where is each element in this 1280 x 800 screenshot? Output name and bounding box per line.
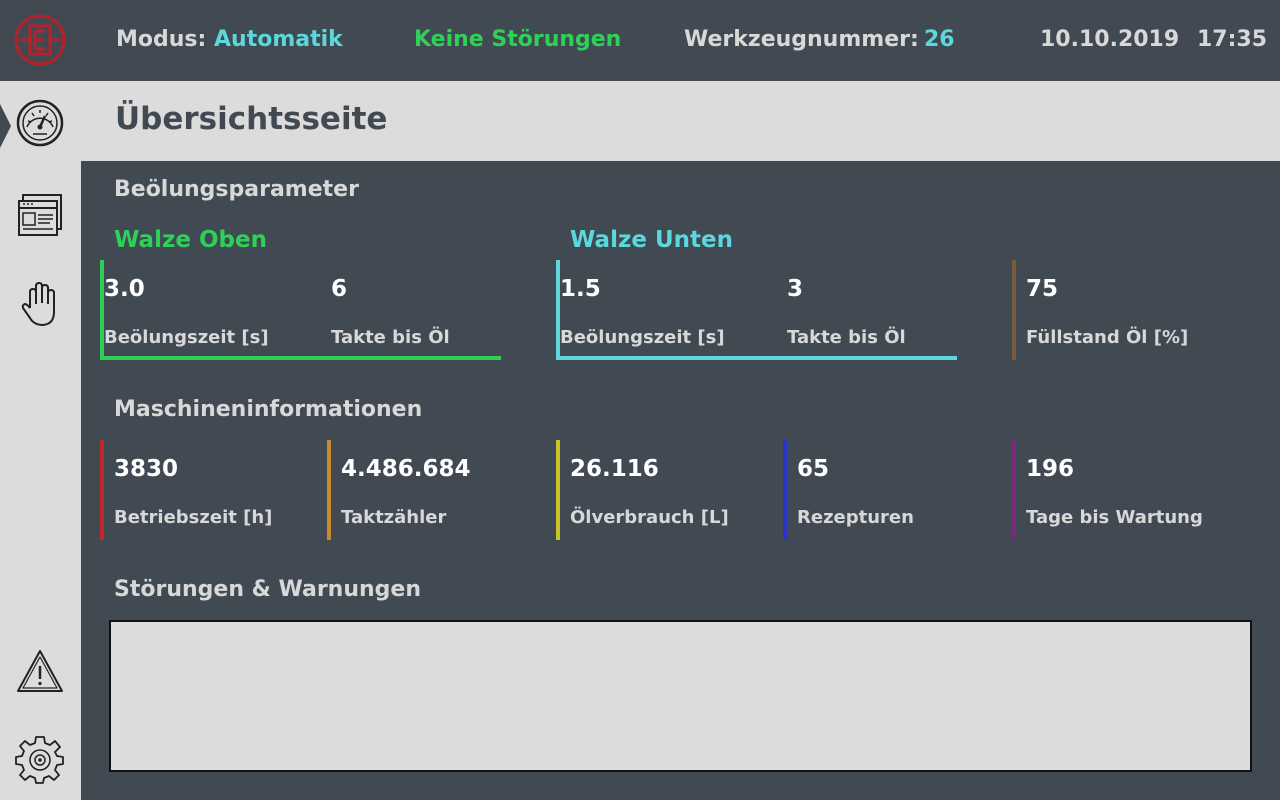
tool-number-label: Werkzeugnummer: [684,27,919,52]
recipes-tile: 65 Rezepturen [783,440,1003,540]
oil-level-label: Füllstand Öl [%] [1026,327,1189,348]
bottom-roll-panel: 1.5 Beölungszeit [s] 3 Takte bis Öl [556,260,957,360]
machine-section-title: Maschineninformationen [114,397,423,422]
tool-number-value: 26 [924,27,955,52]
top-roll-cycles: 6 Takte bis Öl [331,260,501,356]
top-roll-time-value: 3.0 [104,276,145,302]
recipes-value: 65 [797,456,830,482]
oil-consumption-tile: 26.116 Ölverbrauch [L] [556,440,776,540]
settings-gear-icon[interactable] [14,733,66,785]
cycle-counter-value: 4.486.684 [341,456,471,482]
bottom-roll-cycles-value: 3 [787,276,804,302]
days-to-maintenance-value: 196 [1026,456,1075,482]
days-to-maintenance-label: Tage bis Wartung [1026,507,1203,528]
hand-icon[interactable] [14,278,66,330]
operating-hours-value: 3830 [114,456,179,482]
cycle-counter-tile: 4.486.684 Taktzähler [327,440,547,540]
days-to-maintenance-tile: 196 Tage bis Wartung [1012,440,1242,540]
top-roll-cycles-label: Takte bis Öl [331,327,450,348]
bottom-roll-time: 1.5 Beölungszeit [s] [560,260,788,356]
page-title-bar: Übersichtsseite [81,81,1280,161]
bottom-roll-title: Walze Unten [570,227,733,253]
oiling-section-title: Beölungsparameter [114,177,359,202]
bottom-roll-cycles: 3 Takte bis Öl [787,260,957,356]
page-title: Übersichtsseite [115,101,388,137]
mode-value: Automatik [214,27,343,52]
oil-level-value: 75 [1026,276,1059,302]
mode-label: Modus: [116,27,207,52]
bottom-roll-time-label: Beölungszeit [s] [560,327,725,348]
time: 17:35 [1197,27,1268,52]
sidebar [0,81,81,800]
fault-status: Keine Störungen [414,27,622,52]
faults-message-list[interactable] [109,620,1252,772]
screens-icon[interactable] [14,191,66,243]
bottom-roll-time-value: 1.5 [560,276,601,302]
oil-consumption-label: Ölverbrauch [L] [570,507,729,528]
top-roll-panel: 3.0 Beölungszeit [s] 6 Takte bis Öl [100,260,501,360]
top-roll-cycles-value: 6 [331,276,348,302]
header-bar: Modus: Automatik Keine Störungen Werkzeu… [0,0,1280,81]
top-roll-time-label: Beölungszeit [s] [104,327,269,348]
top-roll-title: Walze Oben [114,227,267,253]
top-roll-time: 3.0 Beölungszeit [s] [104,260,332,356]
date: 10.10.2019 [1040,27,1180,52]
gauge-icon[interactable] [14,97,66,149]
warning-icon[interactable] [14,646,66,698]
cycle-counter-label: Taktzähler [341,507,447,528]
oil-level-tile: 75 Füllstand Öl [%] [1012,260,1242,360]
operating-hours-tile: 3830 Betriebszeit [h] [100,440,320,540]
recipes-label: Rezepturen [797,507,914,528]
active-indicator [0,104,11,148]
oil-consumption-value: 26.116 [570,456,659,482]
faults-section-title: Störungen & Warnungen [114,577,421,602]
bottom-roll-cycles-label: Takte bis Öl [787,327,906,348]
operating-hours-label: Betriebszeit [h] [114,507,273,528]
company-logo [14,14,66,66]
